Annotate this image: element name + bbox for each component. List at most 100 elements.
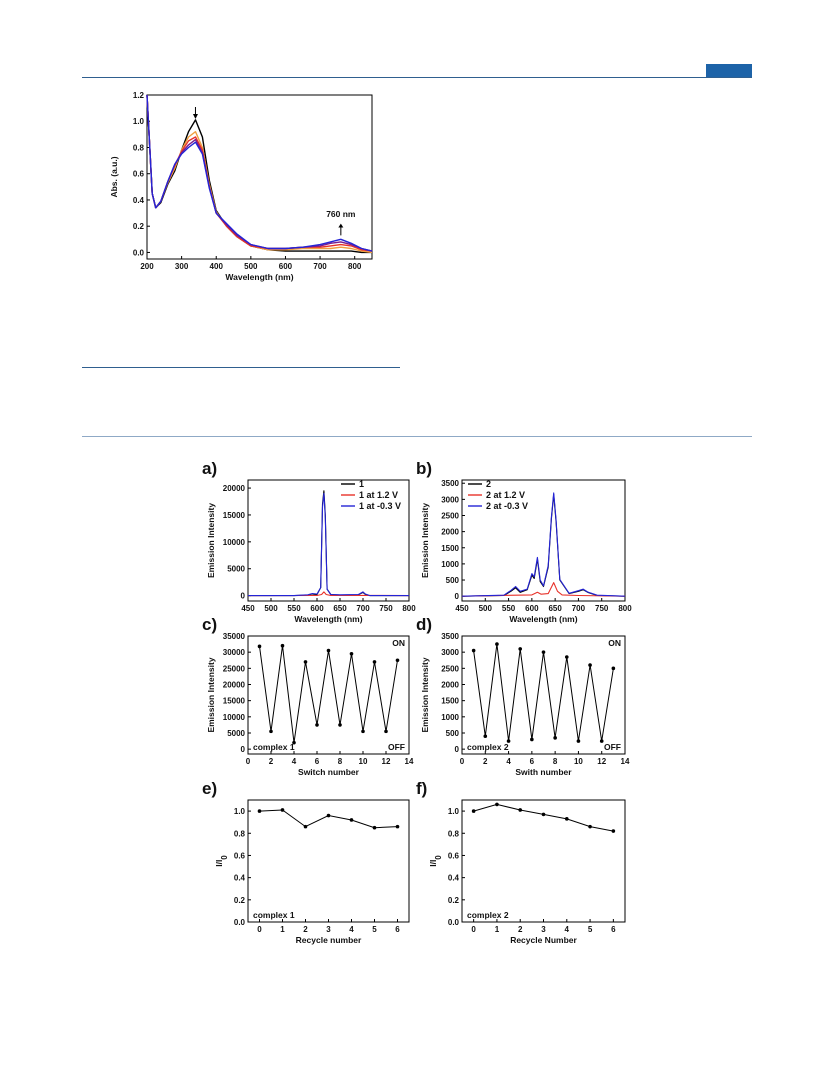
x-tick-label: 1	[280, 925, 285, 934]
chart-f: 0 1 2 3 4 5 6 0.0 0.2 0.4 0.6 0.8 1.0 Recycle Number I…	[416, 779, 626, 945]
x-tick-label: 2	[269, 757, 274, 766]
data-point	[588, 824, 592, 829]
series-line	[473, 803, 614, 832]
series-line	[146, 94, 373, 252]
data-point	[471, 648, 476, 653]
x-tick-label: 800	[618, 604, 632, 613]
y-tick-label: 0.6	[133, 170, 145, 179]
data-point	[518, 647, 523, 651]
data-point	[349, 651, 354, 656]
series-line	[473, 644, 614, 742]
legend-label: 2 at 1.2 V	[486, 490, 525, 500]
y-axis-label: Abs. (a.u.)	[109, 156, 119, 197]
y-tick-label: 0.6	[448, 851, 460, 860]
x-tick-label: 4	[292, 757, 297, 766]
y-tick-label: 5000	[227, 565, 245, 574]
series-line	[146, 94, 373, 252]
y-tick-label: 3000	[441, 495, 459, 504]
chart-a: 450 500 550 600 650 700 750 800 0 5000 10000 15000 2…	[202, 459, 416, 624]
y-tick-label: 0.4	[448, 874, 460, 883]
x-tick-label: 450	[455, 604, 469, 613]
x-tick-label: 8	[338, 757, 343, 766]
x-tick-label: 8	[553, 757, 558, 766]
y-tick-label: 1000	[441, 713, 459, 722]
y-axis-label-sub: 0	[434, 855, 443, 860]
data-point	[257, 644, 262, 649]
data-point	[326, 813, 331, 818]
x-tick-label: 5	[372, 925, 377, 934]
data-point	[518, 808, 523, 812]
y-axis-label: Emission Intensity	[206, 503, 216, 578]
x-tick-label: 5	[588, 925, 593, 934]
off-label: OFF	[604, 742, 621, 752]
y-axis-label: Emission Intensity	[420, 657, 430, 732]
x-tick-label: 4	[565, 925, 570, 934]
data-point	[553, 736, 557, 740]
x-tick-label: 1	[495, 925, 500, 934]
x-tick-label: 0	[246, 757, 251, 766]
y-tick-label: 2000	[441, 528, 459, 537]
y-tick-label: 0	[241, 592, 246, 601]
y-tick-label: 1.0	[448, 807, 460, 816]
panel-label: d)	[416, 615, 432, 634]
data-point	[611, 829, 616, 833]
data-point	[471, 809, 476, 813]
y-tick-label: 2000	[441, 680, 459, 689]
x-tick-label: 14	[405, 757, 414, 766]
y-tick-label: 2500	[441, 511, 459, 520]
x-tick-label: 600	[525, 604, 539, 613]
x-tick-label: 650	[548, 604, 562, 613]
panel-label: c)	[202, 615, 217, 634]
x-tick-label: 500	[479, 604, 493, 613]
y-axis-label-main: I/I	[428, 860, 438, 867]
x-tick-label: 750	[595, 604, 609, 613]
plot-frame	[247, 635, 410, 755]
series-line	[247, 591, 410, 597]
x-tick-label: 700	[572, 604, 586, 613]
chart-absorbance: 200 300 400 500 600 700 800 0.0 0.2 0.4 0.6 0.8 1.0 1…	[109, 91, 373, 282]
data-point	[326, 648, 331, 653]
x-tick-label: 4	[349, 925, 354, 934]
series-line	[248, 492, 409, 597]
data-point	[395, 658, 400, 663]
data-point	[372, 660, 377, 664]
y-tick-label: 1000	[441, 560, 459, 569]
legend-label: 1	[359, 479, 364, 489]
x-tick-label: 750	[379, 604, 393, 613]
y-tick-label: 500	[446, 576, 460, 585]
plot-frame	[146, 94, 373, 260]
y-tick-label: 0	[241, 745, 246, 754]
chart-e: 0 1 2 3 4 5 6 0.0 0.2 0.4 0.6 0.8 1.0 Recycle number I…	[202, 779, 410, 945]
x-axis-label: Wavelength (nm)	[509, 614, 577, 624]
data-point	[611, 666, 616, 671]
data-point	[588, 663, 592, 667]
y-tick-label: 0.0	[133, 248, 145, 257]
off-label: OFF	[388, 742, 405, 752]
plot-frame	[461, 799, 626, 923]
x-tick-label: 2	[483, 757, 488, 766]
x-tick-label: 700	[313, 262, 327, 271]
y-tick-label: 0	[455, 745, 460, 754]
data-point	[576, 739, 581, 743]
section-rule	[82, 436, 752, 437]
data-point	[495, 802, 499, 807]
x-tick-label: 700	[356, 604, 370, 613]
y-tick-label: 1.0	[133, 117, 145, 126]
data-point	[315, 723, 319, 727]
x-tick-label: 450	[241, 604, 255, 613]
y-axis-label: Emission Intensity	[206, 657, 216, 732]
x-tick-label: 550	[502, 604, 516, 613]
data-point	[564, 655, 569, 659]
x-tick-label: 600	[279, 262, 293, 271]
x-tick-label: 0	[257, 925, 262, 934]
y-tick-label: 0.8	[234, 829, 246, 838]
series-line	[146, 94, 372, 254]
y-tick-label: 15000	[223, 697, 246, 706]
x-tick-label: 14	[621, 757, 630, 766]
data-point	[395, 824, 400, 829]
y-axis-label: Emission Intensity	[420, 503, 430, 578]
peak-annotation: 760 nm	[326, 209, 356, 219]
y-tick-label: 1500	[441, 544, 459, 553]
plot-frame	[461, 479, 626, 602]
